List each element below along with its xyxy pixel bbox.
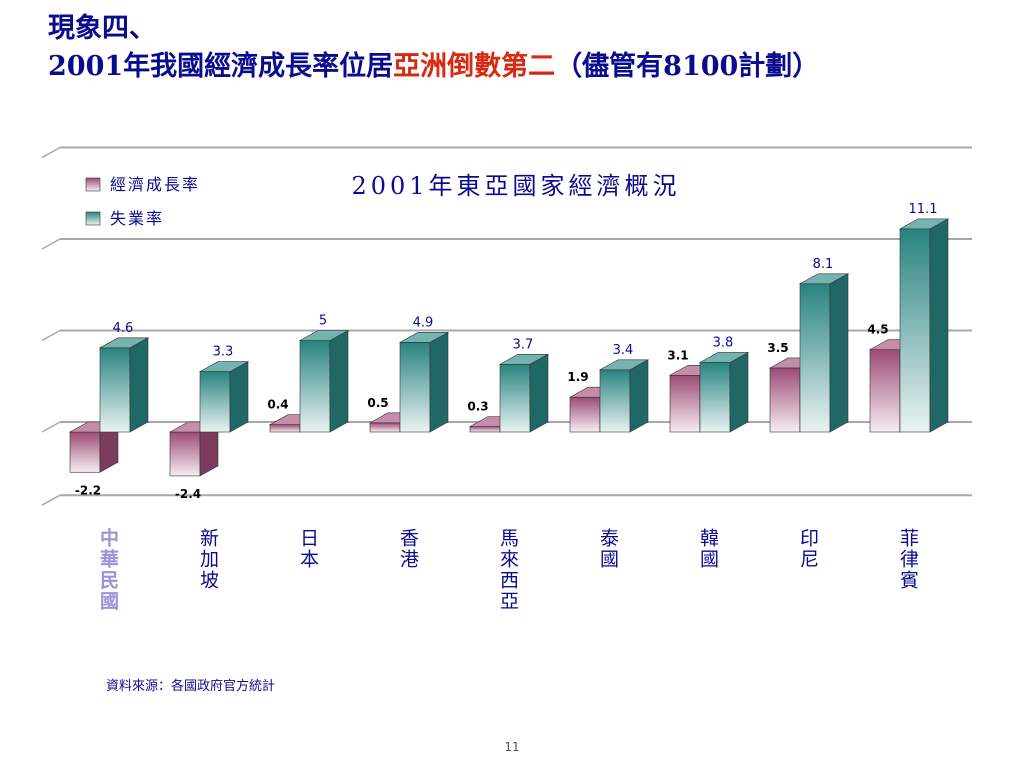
bar-unemployment-side [129, 337, 149, 433]
slide-heading: 現象四、 2001年我國經濟成長率位居亞洲倒數第二（儘管有8100計劃） [48, 10, 819, 86]
bar-unemployment [898, 218, 950, 433]
data-label-growth: -2.2 [75, 483, 101, 497]
bar-unemployment-side [829, 273, 849, 433]
data-label-unemployment: 3.4 [613, 343, 634, 358]
bar-unemployment [598, 359, 650, 433]
bar-unemployment-side [429, 331, 449, 433]
bar-unemployment-front [399, 342, 431, 433]
category-label: 中華民國 [97, 527, 119, 612]
heading-line-2-accent: 亞洲倒數第二 [393, 51, 556, 82]
bar-unemployment-front [99, 347, 131, 433]
chart-title: 2001年東亞國家經濟概況 [351, 172, 680, 200]
bar-unemployment-side [729, 351, 749, 433]
legend-swatch [85, 211, 101, 226]
legend-label: 失業率 [110, 209, 164, 228]
data-label-growth: 4.5 [867, 323, 888, 337]
bar-unemployment-front [899, 228, 931, 433]
category-label: 韓國 [697, 528, 719, 570]
data-label-unemployment: 5 [319, 314, 327, 329]
bar-unemployment-top [98, 337, 150, 349]
category-label: 日本 [297, 528, 319, 570]
bar-unemployment [298, 329, 350, 433]
data-label-growth: 0.3 [467, 400, 488, 414]
data-label-growth: 3.1 [667, 348, 688, 362]
gridline-edge [41, 146, 61, 159]
bar-growth-front [769, 367, 801, 433]
data-label-unemployment: 3.3 [213, 345, 234, 360]
bar-growth-front [569, 396, 601, 433]
heading-line-2: 2001年我國經濟成長率位居亞洲倒數第二（儘管有8100計劃） [48, 48, 819, 86]
data-label-unemployment: 4.9 [413, 315, 434, 330]
gridline-edge [41, 238, 61, 250]
bar-unemployment [398, 331, 450, 433]
category-label: 馬來西亞 [497, 528, 519, 612]
category-label: 新加坡 [197, 528, 219, 591]
bar-unemployment [798, 273, 850, 433]
data-label-unemployment: 3.8 [713, 335, 734, 350]
bar-unemployment-top [698, 352, 750, 363]
bar-unemployment-side [529, 353, 549, 433]
data-label-growth: 0.5 [367, 396, 388, 410]
bar-unemployment [698, 351, 750, 433]
bar-unemployment [498, 353, 550, 433]
legend-swatch [85, 177, 101, 192]
data-label-unemployment: 3.7 [513, 337, 534, 352]
data-label-unemployment: 11.1 [909, 202, 938, 217]
bar-unemployment-top [198, 361, 250, 372]
category-label: 香港 [397, 528, 419, 570]
source-note: 資料來源：各國政府官方統計 [106, 679, 276, 694]
bar-unemployment-front [599, 369, 631, 433]
bar-unemployment-side [629, 359, 649, 433]
data-label-growth: -2.4 [175, 487, 201, 501]
bar-unemployment-top [298, 330, 350, 341]
gridline-edge [41, 421, 61, 433]
bar-growth [168, 421, 220, 477]
bar-unemployment-front [199, 371, 231, 433]
bar-unemployment-front [699, 362, 731, 433]
bar-growth-front [269, 424, 301, 433]
data-label-unemployment: 8.1 [813, 257, 834, 272]
gridline-edge [41, 494, 61, 506]
bar-growth-front [469, 426, 501, 433]
bar-unemployment-side [229, 361, 249, 433]
bar-unemployment-side [929, 218, 949, 433]
bar-unemployment-top [498, 353, 550, 365]
heading-line-1: 現象四、 [48, 13, 156, 44]
bar-unemployment-side [329, 329, 349, 433]
bar-unemployment-top [398, 332, 450, 343]
category-label: 菲律賓 [897, 528, 919, 591]
heading-line-2-suffix: （儘管有8100計劃） [555, 51, 820, 82]
bar-unemployment-top [898, 218, 950, 230]
legend-label: 經濟成長率 [110, 175, 200, 194]
data-label-growth: 1.9 [567, 370, 588, 384]
bar-unemployment [98, 337, 150, 433]
data-label-growth: 0.4 [267, 398, 288, 412]
bar-unemployment [198, 361, 250, 433]
bar-unemployment-front [299, 340, 331, 433]
category-label: 泰國 [597, 528, 619, 570]
bar-growth-front [69, 431, 101, 473]
bar-unemployment-top [598, 359, 650, 371]
data-label-unemployment: 4.6 [113, 321, 134, 336]
bar-growth-front [169, 431, 201, 477]
category-label: 印尼 [797, 528, 819, 570]
page-number: 11 [504, 740, 520, 754]
data-label-growth: 3.5 [767, 341, 788, 355]
bar-growth-front [369, 422, 401, 433]
bar-unemployment-top [798, 273, 850, 285]
gridline-edge [41, 329, 61, 342]
bar-growth-front [869, 349, 901, 433]
bar-unemployment-front [799, 283, 831, 433]
bar-growth-front [669, 374, 701, 433]
bar-unemployment-front [499, 363, 531, 433]
heading-line-2-prefix: 2001年我國經濟成長率位居 [48, 51, 394, 82]
